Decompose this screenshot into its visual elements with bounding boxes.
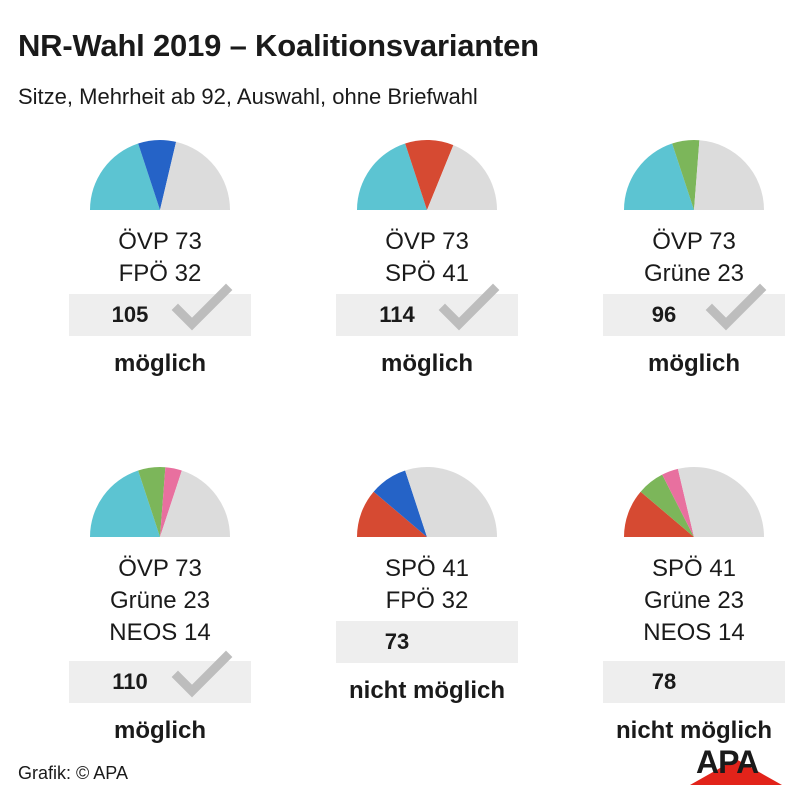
seat-slice-oevp: [90, 470, 160, 537]
coalition-status: nicht möglich: [349, 677, 505, 704]
coalition-card: SPÖ 41 Grüne 23 NEOS 14 78 nicht möglich: [574, 466, 800, 767]
seat-slice-rest: [427, 145, 497, 210]
party-list: SPÖ 41 FPÖ 32: [307, 553, 547, 617]
checkmark-icon: [171, 283, 233, 331]
coalition-status: möglich: [113, 350, 206, 377]
seat-semicircle: [90, 139, 230, 210]
checkmark-stroke: [705, 283, 767, 331]
seat-slice-rest: [160, 470, 230, 537]
party-label: Grüne 23: [643, 260, 745, 287]
seat-semicircle: [357, 140, 497, 210]
seat-sum-value: 78: [651, 669, 677, 694]
seat-slice-spoe: [357, 491, 427, 537]
chart-title: NR-Wahl 2019 – Koalitionsvarianten: [18, 28, 539, 63]
checkmark-icon: [438, 283, 500, 331]
party-label: NEOS 14: [643, 619, 745, 646]
seat-slice-rest: [694, 140, 764, 210]
seat-slice-rest: [160, 141, 230, 210]
chart-subtitle: Sitze, Mehrheit ab 92, Auswahl, ohne Bri…: [18, 84, 478, 109]
apa-logo-triangle: [690, 759, 782, 785]
seat-slice-oevp: [90, 143, 160, 210]
party-label: NEOS 14: [109, 619, 211, 646]
seat-slice-oevp: [624, 143, 694, 210]
party-list: ÖVP 73 FPÖ 32: [40, 226, 280, 290]
party-label: FPÖ 32: [118, 260, 202, 287]
source-credit: Grafik: © APA: [18, 763, 128, 783]
party-list: SPÖ 41 Grüne 23 NEOS 14: [574, 553, 800, 649]
apa-logo-text: APA: [696, 744, 759, 780]
seat-slice-neos: [662, 468, 694, 537]
seat-sum-value: 114: [379, 302, 415, 327]
seat-slice-oevp: [357, 143, 427, 210]
checkmark-stroke: [171, 650, 233, 698]
coalition-status: möglich: [113, 717, 206, 744]
coalition-status: möglich: [380, 350, 473, 377]
seat-semicircle: [357, 466, 497, 537]
party-label: FPÖ 32: [385, 587, 469, 614]
party-list: ÖVP 73 Grüne 23: [574, 226, 800, 290]
coalition-card: SPÖ 41 FPÖ 32 73 nicht möglich: [307, 466, 547, 767]
seat-slice-neos: [160, 467, 182, 537]
party-list: ÖVP 73 Grüne 23 NEOS 14: [40, 553, 280, 649]
seat-slice-fpoe: [138, 139, 177, 210]
checkmark-icon: [705, 283, 767, 331]
seat-sum-value: 96: [651, 302, 677, 327]
party-list: ÖVP 73 SPÖ 41: [307, 226, 547, 290]
party-label: ÖVP 73: [385, 228, 469, 255]
seat-sum-box: [336, 621, 518, 663]
seat-sum-value: 110: [112, 669, 148, 694]
coalition-status: möglich: [647, 350, 740, 377]
party-label: SPÖ 41: [384, 260, 470, 287]
checkmark-stroke: [438, 283, 500, 331]
seat-slice-fpoe: [373, 470, 427, 537]
party-label: ÖVP 73: [652, 228, 736, 255]
seat-sum-value: 105: [111, 302, 149, 327]
seat-slice-gruene: [640, 474, 694, 537]
seat-slice-rest: [677, 466, 764, 537]
seat-sum-box: [603, 661, 785, 703]
seat-slice-gruene: [672, 140, 700, 210]
party-label: ÖVP 73: [118, 228, 202, 255]
party-label: Grüne 23: [109, 587, 211, 614]
party-label: ÖVP 73: [118, 555, 202, 582]
seat-slice-spoe: [405, 140, 454, 210]
checkmark-icon: [171, 650, 233, 698]
coalition-card: ÖVP 73 Grüne 23 NEOS 14 110 möglich: [40, 467, 280, 767]
party-label: SPÖ 41: [384, 555, 470, 582]
checkmark-stroke: [171, 283, 233, 331]
seat-semicircle: [624, 140, 764, 210]
party-label: Grüne 23: [643, 587, 745, 614]
seat-semicircle: [90, 467, 230, 537]
coalition-card: ÖVP 73 SPÖ 41 114 möglich: [307, 140, 547, 440]
coalition-card: ÖVP 73 FPÖ 32 105 möglich: [40, 139, 280, 440]
coalition-status: nicht möglich: [616, 717, 772, 744]
seat-slice-rest: [405, 466, 497, 537]
apa-logo: [690, 759, 782, 785]
seat-slice-gruene: [138, 467, 166, 537]
seat-semicircle: [624, 466, 764, 537]
party-label: SPÖ 41: [651, 555, 737, 582]
seat-sum-value: 73: [384, 629, 410, 654]
coalition-card: ÖVP 73 Grüne 23 96 möglich: [574, 140, 800, 440]
seat-slice-spoe: [624, 491, 694, 537]
